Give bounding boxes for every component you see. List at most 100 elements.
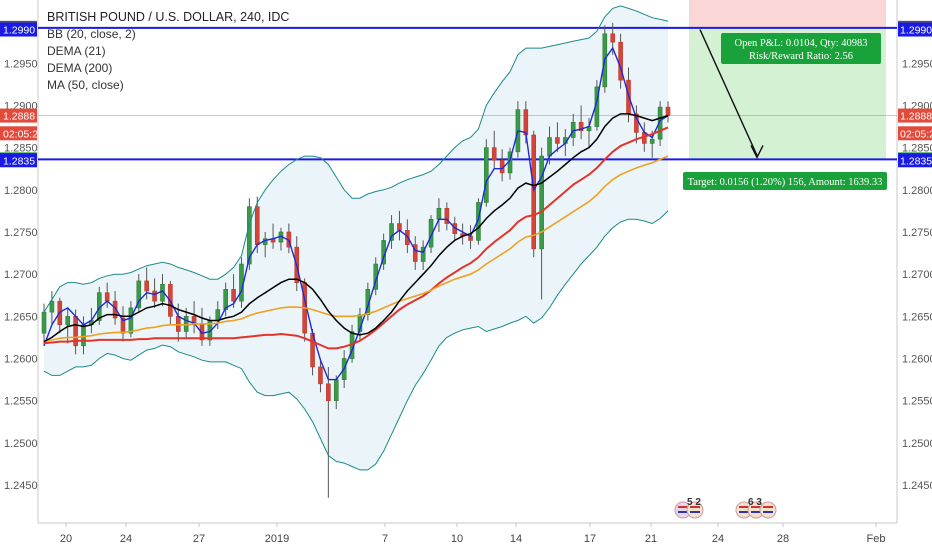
time-label: 7: [382, 533, 388, 545]
price-tick-right: 1.2950: [902, 58, 932, 70]
price-tag-left-label: 1.2888: [3, 111, 35, 123]
legend-item-bb[interactable]: BB (20, close, 2): [47, 27, 136, 41]
time-label: 28: [777, 533, 789, 545]
bollinger-band-fill: [44, 5, 668, 470]
position-tool[interactable]: Open P&L: 0.0104, Qty: 40983 Risk/Reward…: [683, 29, 887, 190]
price-axis-left[interactable]: 1.2450 1.2500 1.2550 1.2600 1.2650 1.2700 1.27…: [0, 20, 44, 492]
candle-body: [610, 33, 616, 43]
series-bb-lower: [43, 210, 669, 471]
candle-body: [397, 223, 402, 231]
price-tick-right: 1.2550: [902, 396, 932, 408]
price-tick-left: 1.2600: [4, 354, 38, 366]
economic-events[interactable]: 5 2 6 3: [674, 497, 777, 519]
price-tag-right: [898, 108, 932, 123]
candle-body: [318, 366, 323, 385]
price-tick-left: 1.2500: [4, 438, 38, 450]
candle-body: [539, 155, 544, 250]
time-label: 21: [645, 533, 657, 545]
price-tag-right: [898, 22, 932, 37]
candle-body: [444, 208, 450, 224]
candle-body: [65, 316, 70, 326]
open-pnl-label: Open P&L: 0.0104, Qty: 40983: [735, 38, 868, 49]
candle-body: [578, 122, 584, 132]
price-tick-left: 1.2950: [4, 58, 38, 70]
symbol-title[interactable]: BRITISH POUND / U.S. DOLLAR, 240, IDC: [47, 10, 290, 24]
candle-body: [523, 109, 529, 136]
price-tag-left: [0, 126, 37, 141]
price-tag-right-label: 02:05:20: [900, 128, 932, 140]
price-tag-right: [898, 153, 932, 168]
time-label: 17: [584, 533, 596, 545]
candle-body: [152, 290, 157, 302]
flag-stripe: [690, 511, 700, 513]
price-axis-right[interactable]: 1.2450 1.2500 1.2550 1.2600 1.2650 1.2700 1.27…: [898, 20, 932, 492]
candle-body: [254, 206, 260, 245]
price-tag-right-label: 1.2835: [900, 155, 932, 167]
open-pnl-box[interactable]: [721, 33, 881, 64]
candle-body: [555, 137, 560, 144]
price-tick-right: 1.2650: [902, 311, 932, 323]
risk-reward-label: Risk/Reward Ratio: 2.56: [749, 51, 853, 62]
candle-body: [547, 137, 552, 157]
candle-body: [491, 147, 497, 161]
price-tag-left: [0, 22, 37, 37]
time-label: Feb: [867, 533, 886, 545]
candle-body: [436, 208, 442, 220]
legend-item-dema21[interactable]: DEMA (21): [47, 44, 106, 58]
candle-body: [333, 379, 339, 401]
price-tag-left: [0, 108, 37, 123]
candle-body: [136, 280, 142, 309]
candle-body: [484, 147, 489, 203]
horizontal-lines[interactable]: [38, 26, 897, 161]
candle-body: [41, 311, 47, 334]
price-tag-right-label: 1.2888: [900, 111, 932, 123]
candle-body: [665, 106, 671, 116]
candle-body: [412, 244, 418, 262]
candle-body: [231, 289, 236, 302]
candle-body: [104, 292, 110, 302]
time-label: 24: [120, 533, 132, 545]
time-label: 14: [510, 533, 522, 545]
series-bb-20-close-2: [43, 113, 669, 343]
target-label: Target: 0.0156 (1.20%) 156, Amount: 1639…: [688, 177, 883, 188]
price-tick-right: 1.2500: [902, 438, 932, 450]
candle-body: [175, 316, 181, 332]
price-tick-right: 1.2700: [902, 269, 932, 281]
price-tick-left: 1.2800: [4, 185, 38, 197]
price-tag-left-label: 02:05:20: [3, 128, 44, 140]
candle-body: [112, 300, 118, 319]
candle-body: [247, 206, 252, 265]
event-count-label: 6 3: [748, 497, 762, 508]
price-tick-left: 1.2700: [4, 269, 38, 281]
arrow-head: [750, 145, 764, 159]
event-count-label: 5 2: [687, 497, 701, 508]
target-box[interactable]: [683, 172, 887, 190]
indicator-lines: [43, 5, 669, 471]
flag-stripe: [751, 506, 761, 508]
flag-stripe: [751, 511, 761, 513]
candle-body: [128, 307, 134, 334]
candle-body: [49, 300, 55, 313]
flag-stripe: [763, 506, 773, 508]
candle-body: [223, 289, 228, 310]
time-axis[interactable]: 20 24 27 2019 7 10 14 17 21 24 28 Feb: [60, 523, 886, 545]
price-tick-left: 1.2850: [4, 143, 38, 155]
candle-body: [365, 289, 371, 315]
price-tick-right: 1.2800: [902, 185, 932, 197]
time-label: 24: [712, 533, 724, 545]
price-tick-right: 1.2850: [902, 143, 932, 155]
series-dema-200: [43, 126, 669, 350]
price-tick-right: 1.2600: [902, 354, 932, 366]
time-label: 10: [451, 533, 463, 545]
legend-item-dema200[interactable]: DEMA (200): [47, 61, 113, 75]
price-tag-left: [0, 153, 37, 168]
candle-body: [144, 280, 149, 292]
flag-stripe: [678, 506, 688, 508]
price-tick-left: 1.2450: [4, 480, 38, 492]
price-tag-left-label: 1.2990: [3, 25, 35, 37]
price-tag-right-label: 1.2990: [900, 25, 932, 37]
legend-item-ma50[interactable]: MA (50, close): [47, 78, 124, 92]
candle-body: [389, 223, 394, 241]
risk-zone: [689, 0, 886, 28]
